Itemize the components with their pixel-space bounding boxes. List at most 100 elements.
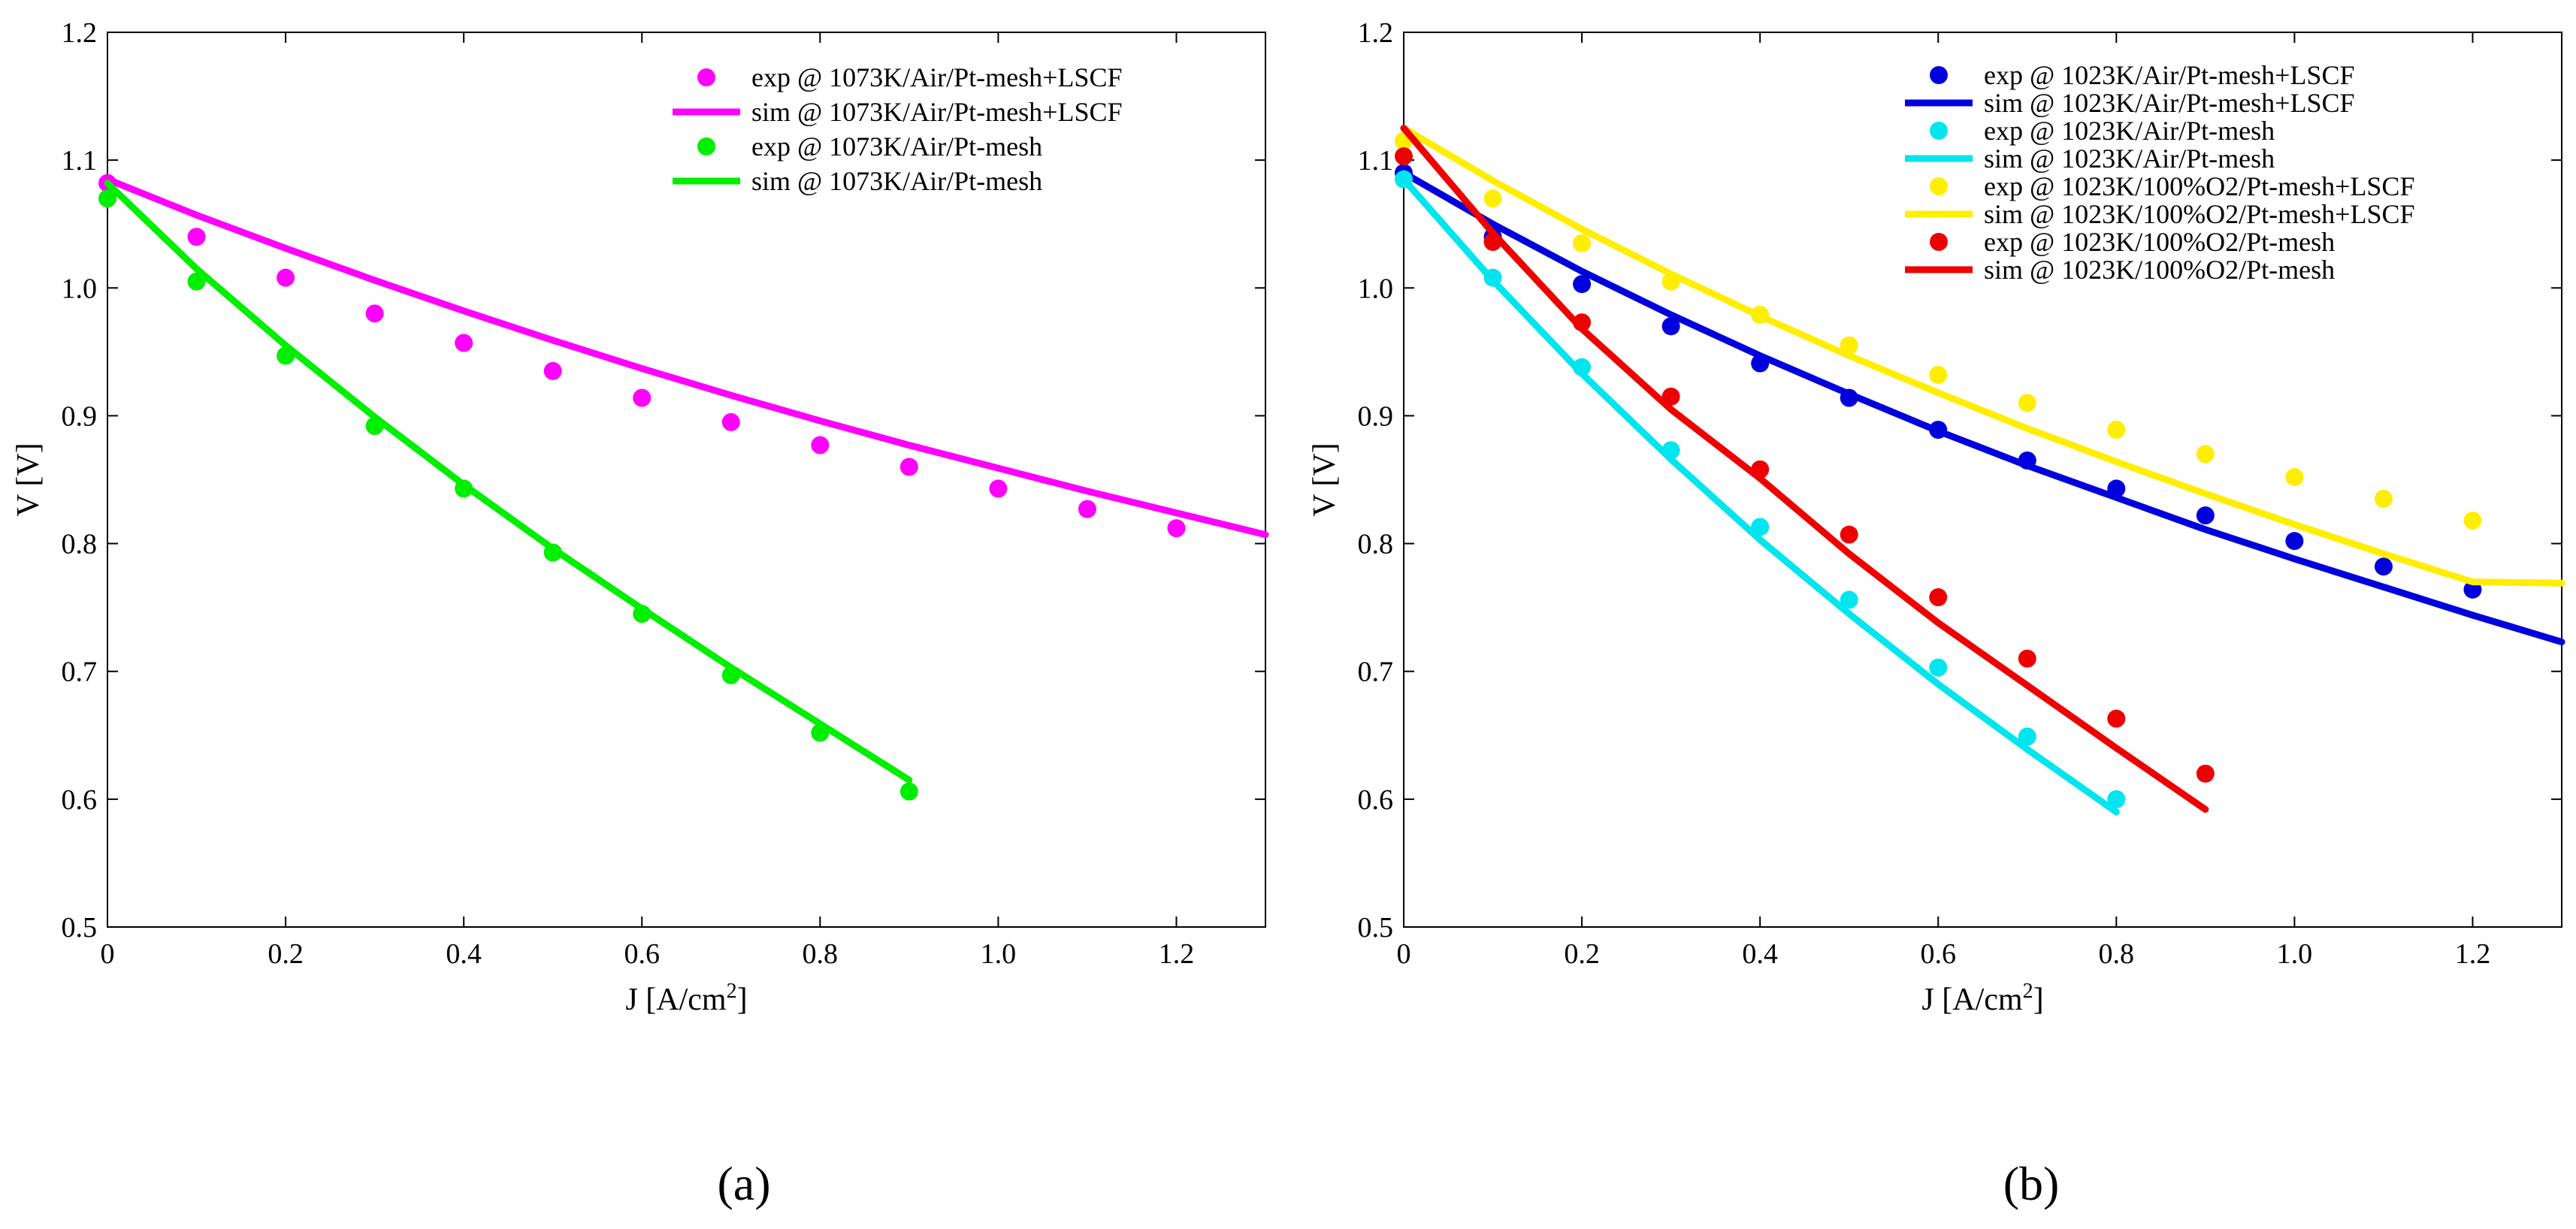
y-tick-label: 0.6 bbox=[62, 784, 98, 816]
series-2-line-line bbox=[104, 176, 1269, 539]
series-1-scatter-point bbox=[277, 268, 295, 287]
x-tick-label: 0.6 bbox=[624, 938, 660, 970]
legend-entry-label: sim @ 1073K/Air/Pt-mesh bbox=[751, 166, 1042, 196]
series-1-scatter-point bbox=[633, 388, 652, 407]
legend-swatch-marker bbox=[697, 137, 715, 156]
series-3-scatter-point bbox=[899, 782, 918, 801]
series-5-scatter-point bbox=[1840, 336, 1858, 355]
panel-caption: (a) bbox=[717, 1157, 770, 1210]
series-1-scatter-point bbox=[811, 436, 830, 454]
series-5-scatter-point bbox=[2196, 445, 2215, 464]
y-tick-label: 0.7 bbox=[1358, 657, 1394, 688]
series-7-scatter-point bbox=[2196, 764, 2215, 783]
legend-entry-label: exp @ 1023K/100%O2/Pt-mesh+LSCF bbox=[1984, 171, 2414, 201]
series-3-scatter-point bbox=[98, 189, 116, 208]
series-5-scatter-point bbox=[2285, 468, 2304, 487]
legend-entry-label: exp @ 1073K/Air/Pt-mesh bbox=[751, 131, 1042, 162]
legend-entry-label: sim @ 1073K/Air/Pt-mesh+LSCF bbox=[751, 97, 1123, 127]
series-1-scatter-point bbox=[187, 228, 206, 246]
legend-entry-label: sim @ 1023K/100%O2/Pt-mesh+LSCF bbox=[1984, 199, 2415, 229]
series-5-scatter-point bbox=[1483, 189, 1502, 208]
series-7-scatter-point bbox=[1929, 588, 1948, 607]
y-axis-label: V [V] bbox=[1308, 442, 1342, 516]
legend-swatch-marker bbox=[1930, 66, 1948, 84]
series-group bbox=[1395, 125, 2565, 816]
series-1-scatter-point bbox=[1573, 275, 1592, 294]
series-4-line-line bbox=[1400, 176, 2120, 816]
legend-entry-label: exp @ 1023K/100%O2/Pt-mesh bbox=[1984, 227, 2335, 257]
y-tick-label: 0.8 bbox=[62, 529, 98, 560]
series-1-scatter-point bbox=[1078, 500, 1096, 518]
y-tick-label: 0.5 bbox=[62, 912, 98, 944]
y-tick-label: 1.1 bbox=[1358, 145, 1394, 177]
series-group bbox=[98, 174, 1269, 801]
series-3-scatter-point bbox=[2018, 727, 2036, 746]
series-1-scatter-point bbox=[989, 479, 1008, 498]
y-tick-label: 0.9 bbox=[1358, 400, 1394, 432]
plot-frame bbox=[107, 32, 1266, 928]
series-1-scatter-point bbox=[1661, 317, 1680, 336]
plot-frame bbox=[1403, 32, 2562, 928]
y-tick-label: 1.0 bbox=[1358, 273, 1394, 304]
series-7-scatter-point bbox=[1840, 525, 1858, 544]
series-7-scatter-point bbox=[2107, 709, 2126, 728]
series-8-line-line bbox=[1400, 125, 2209, 813]
x-axis-label-superscript: 2 bbox=[727, 980, 737, 1003]
legend-swatch-marker bbox=[1930, 122, 1948, 140]
series-4-line-line bbox=[104, 180, 913, 784]
y-tick-label: 0.6 bbox=[1358, 784, 1394, 816]
y-axis-label: V [V] bbox=[11, 442, 46, 516]
x-tick-label: 0.2 bbox=[268, 938, 304, 970]
series-5-scatter-point bbox=[2374, 490, 2393, 509]
x-tick-label: 1.2 bbox=[1159, 938, 1195, 970]
series-2-line-line bbox=[1400, 169, 2565, 646]
x-tick-label: 0.2 bbox=[1564, 938, 1600, 970]
series-7-scatter-point bbox=[2018, 649, 2036, 668]
series-1-scatter-point bbox=[721, 412, 740, 431]
series-5-scatter-point bbox=[1929, 365, 1948, 384]
chart-panel-b: 0 0.2 0.4 0.6 0.8 1.0 1.2 0.5 0.6 0.7 0.8 0.9 1.0 1.1… bbox=[1308, 17, 2565, 1210]
y-tick-label: 0.8 bbox=[1358, 529, 1394, 560]
legend-entry-label: sim @ 1023K/100%O2/Pt-mesh bbox=[1984, 255, 2335, 285]
legend-entry-label: exp @ 1023K/Air/Pt-mesh+LSCF bbox=[1984, 60, 2354, 90]
series-5-scatter-point bbox=[2107, 421, 2126, 439]
legend-entry-label: exp @ 1073K/Air/Pt-mesh+LSCF bbox=[751, 62, 1122, 92]
x-tick-label: 1.0 bbox=[2277, 938, 2313, 970]
series-1-scatter-point bbox=[455, 334, 473, 352]
y-tick-label: 0.5 bbox=[1358, 912, 1394, 944]
legend: exp @ 1073K/Air/Pt-mesh+LSCF sim @ 1073K/… bbox=[673, 62, 1123, 196]
series-5-scatter-point bbox=[2018, 394, 2036, 412]
x-tick-label: 1.0 bbox=[981, 938, 1017, 970]
x-axis-label-close: ] bbox=[737, 983, 748, 1017]
y-tick-label: 1.2 bbox=[62, 17, 98, 49]
series-6-line-line bbox=[1400, 125, 2565, 587]
x-tick-label: 0.6 bbox=[1920, 938, 1956, 970]
legend-swatch-marker bbox=[1930, 233, 1948, 251]
y-tick-label: 1.0 bbox=[62, 273, 98, 304]
x-tick-label: 0.4 bbox=[1742, 938, 1778, 970]
legend-entry-label: sim @ 1023K/Air/Pt-mesh+LSCF bbox=[1984, 88, 2355, 118]
series-1-scatter-point bbox=[2374, 557, 2393, 576]
series-1-scatter-point bbox=[1167, 519, 1186, 538]
x-tick-label: 0.4 bbox=[446, 938, 482, 970]
legend-swatch-marker bbox=[697, 68, 715, 86]
x-axis-label-superscript: 2 bbox=[2023, 980, 2033, 1003]
series-7-scatter-point bbox=[1395, 147, 1413, 166]
series-1-scatter-point bbox=[365, 304, 384, 323]
x-axis-label: J [A/cm2] bbox=[625, 980, 747, 1017]
y-tick-label: 1.1 bbox=[62, 145, 98, 177]
x-tick-label: 0 bbox=[1397, 938, 1411, 970]
series-5-scatter-point bbox=[1573, 234, 1592, 252]
legend-entry-label: exp @ 1023K/Air/Pt-mesh bbox=[1984, 116, 2275, 146]
x-tick-label: 0.8 bbox=[2099, 938, 2135, 970]
legend-entry-label: sim @ 1023K/Air/Pt-mesh bbox=[1984, 143, 2275, 174]
x-tick-label: 0 bbox=[101, 938, 115, 970]
x-tick-label: 1.2 bbox=[2455, 938, 2491, 970]
legend-swatch-marker bbox=[1930, 177, 1948, 195]
series-3-scatter-point bbox=[1929, 658, 1948, 677]
series-3-scatter-point bbox=[2107, 790, 2126, 808]
series-5-scatter-point bbox=[2463, 511, 2482, 530]
series-1-scatter-point bbox=[543, 361, 562, 380]
